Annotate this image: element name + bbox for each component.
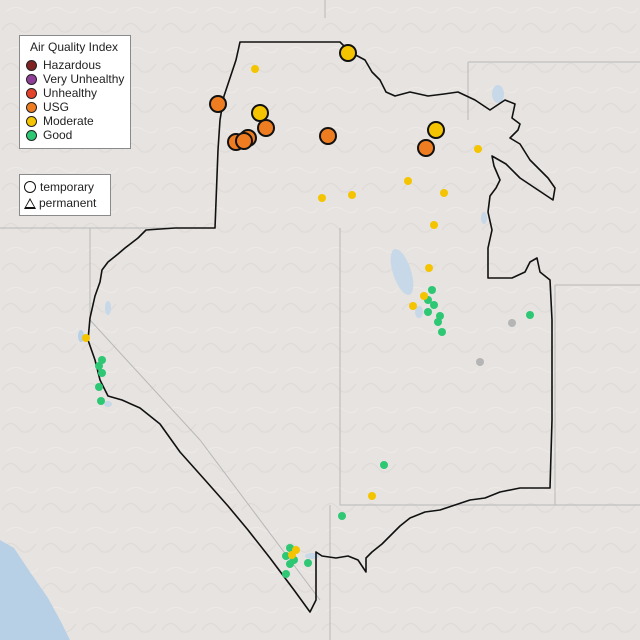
legend-item-very-unhealthy: Very Unhealthy (26, 72, 124, 86)
legend-item-moderate: Moderate (26, 114, 94, 128)
monitor-moderate (348, 191, 356, 199)
monitor-good (282, 552, 290, 560)
legend-label: Moderate (43, 114, 94, 128)
monitor-good (380, 461, 388, 469)
monitor-moderate (318, 194, 326, 202)
good-swatch-icon (26, 129, 37, 141)
monitor-moderate (440, 189, 448, 197)
monitor-good (438, 328, 446, 336)
legend-label: Unhealthy (43, 86, 98, 100)
monitor-moderate (251, 65, 259, 73)
monitor-good (434, 318, 442, 326)
monitor-good (95, 362, 103, 370)
legend-label: Hazardous (43, 58, 102, 72)
legend-label: USG (43, 100, 70, 114)
monitor-moderate (368, 492, 376, 500)
legend-label: Good (43, 128, 73, 142)
monitor-good (304, 559, 312, 567)
monitor-good (286, 560, 294, 568)
legend-item-good: Good (26, 128, 72, 142)
monitor-good (95, 383, 103, 391)
pacific-ocean (0, 540, 70, 640)
monitor-good (98, 356, 106, 364)
monitor-no-data (508, 319, 516, 327)
monitor-type-legend: temporary permanent (19, 174, 111, 216)
monitor-moderate (430, 221, 438, 229)
monitor-good (98, 369, 106, 377)
legend-item-permanent: permanent (24, 196, 96, 210)
monitor-good (282, 570, 290, 578)
monitor-moderate (409, 302, 417, 310)
monitor-moderate (420, 292, 428, 300)
pyramid-lake (105, 301, 111, 315)
monitor-temporary-usg (319, 127, 337, 145)
hazardous-swatch-icon (26, 59, 37, 71)
monitor-good (424, 308, 432, 316)
monitor-temporary-usg (235, 132, 253, 150)
legend-label: permanent (39, 196, 97, 210)
monitor-moderate (474, 145, 482, 153)
yellowstone-lake (492, 85, 504, 103)
monitor-no-data (476, 358, 484, 366)
moderate-swatch-icon (26, 115, 37, 127)
triangle-icon (24, 197, 36, 209)
circle-icon (24, 181, 36, 193)
monitor-temporary-moderate (251, 104, 269, 122)
usg-swatch-icon (26, 101, 37, 113)
very-unhealthy-swatch-icon (26, 73, 37, 85)
legend-label: temporary (40, 180, 95, 194)
monitor-moderate (288, 551, 296, 559)
legend-label: Very Unhealthy (43, 72, 125, 86)
monitor-good (97, 397, 105, 405)
monitor-temporary-usg (417, 139, 435, 157)
monitor-moderate (425, 264, 433, 272)
great-salt-lake (390, 249, 414, 295)
lake-mead (305, 553, 319, 559)
legend-item-temporary: temporary (24, 180, 94, 194)
monitor-good (526, 311, 534, 319)
legend-item-hazardous: Hazardous (26, 58, 101, 72)
good-monitors (95, 286, 534, 578)
legend-item-usg: USG (26, 100, 69, 114)
monitor-good (338, 512, 346, 520)
monitor-temporary-usg (257, 119, 275, 137)
monitor-good (428, 286, 436, 294)
monitor-temporary-moderate (427, 121, 445, 139)
monitor-moderate (82, 334, 90, 342)
study-area-boundary (87, 41, 556, 613)
monitor-temporary-usg (209, 95, 227, 113)
bear-lake (481, 212, 487, 224)
temporary-monitors (209, 44, 445, 157)
monitor-temporary-moderate (339, 44, 357, 62)
unhealthy-swatch-icon (26, 87, 37, 99)
legend-item-unhealthy: Unhealthy (26, 86, 97, 100)
aqi-legend: Air Quality Index Hazardous Very Unhealt… (19, 35, 131, 149)
moderate-monitors (82, 65, 482, 559)
monitor-moderate (404, 177, 412, 185)
monitor-good (430, 301, 438, 309)
legend-title: Air Quality Index (30, 40, 119, 54)
mono-lake (104, 401, 112, 407)
utah-lake (415, 306, 423, 318)
